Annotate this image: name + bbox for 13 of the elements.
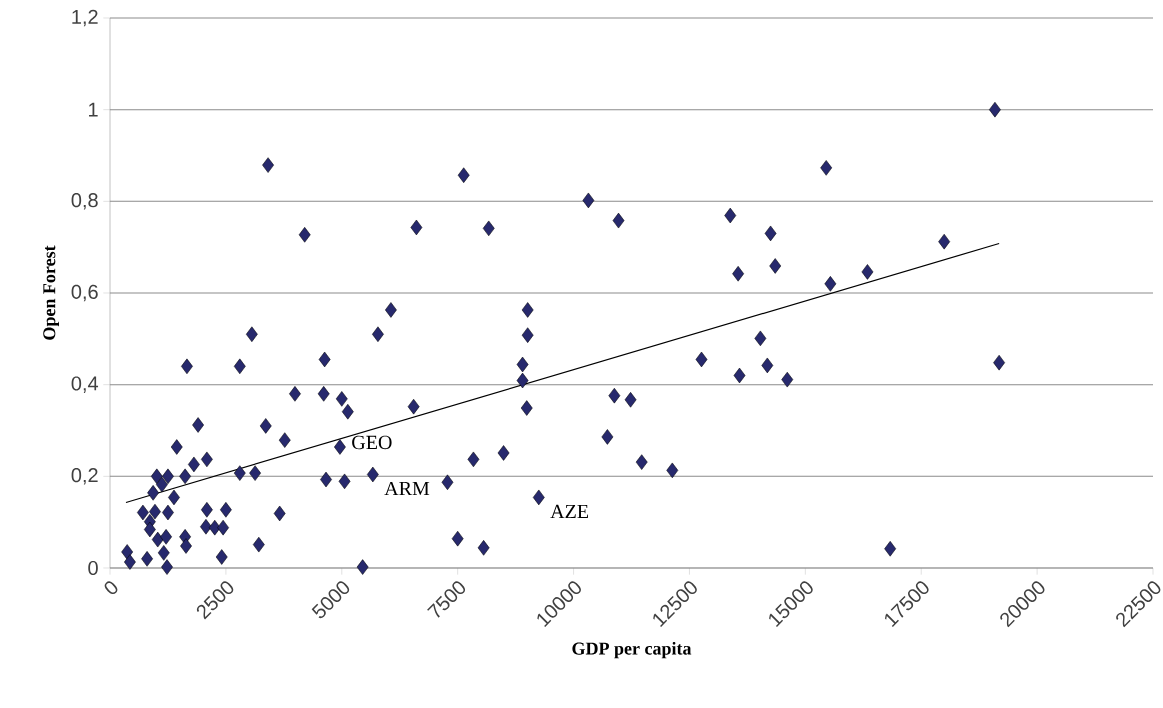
y-tick-label: 1,2 xyxy=(72,9,98,27)
x-tick-label: 0 xyxy=(104,581,118,595)
y-tick-label: 0,6 xyxy=(71,284,98,302)
y-tick-label: 0 xyxy=(88,560,98,576)
y-tick-label: 0,8 xyxy=(71,193,98,210)
annotation: AZE xyxy=(550,504,589,518)
x-axis-title: GDP per capita xyxy=(572,641,692,659)
annotation: ARM xyxy=(384,481,430,496)
y-tick-label: 1 xyxy=(89,102,98,117)
y-tick-label: 0,4 xyxy=(71,376,99,393)
y-axis-title: Open Forest xyxy=(43,245,59,340)
annotation: GEO xyxy=(352,435,392,450)
y-tick-label: 0,2 xyxy=(71,468,98,485)
